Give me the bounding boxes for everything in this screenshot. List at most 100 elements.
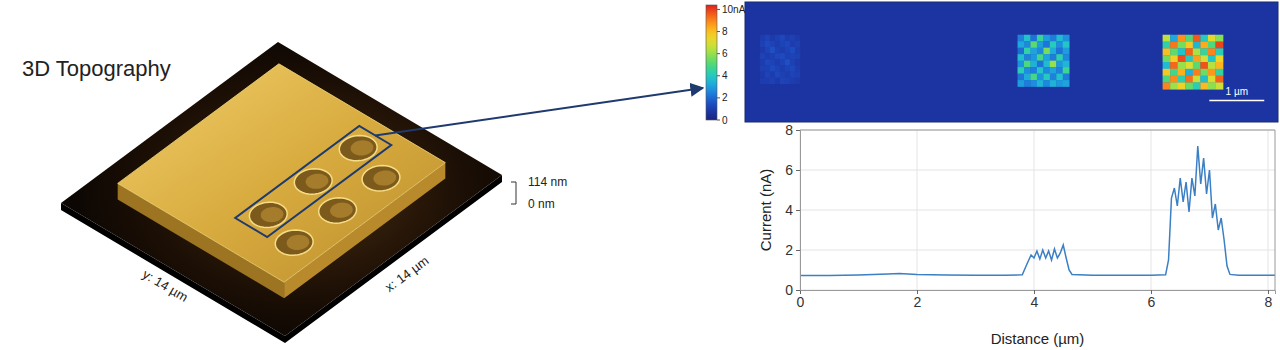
heatmap-cell (775, 72, 780, 78)
heatmap-cell (1050, 80, 1057, 87)
heatmap-cell (1063, 35, 1070, 42)
heatmap-cell (1063, 67, 1070, 74)
heatmap-cell (1063, 80, 1070, 87)
x-axis: 02468 (797, 290, 1276, 310)
heatmap-cell (775, 47, 780, 53)
heatmap-cell (1030, 54, 1037, 61)
heatmap-cell (1200, 48, 1208, 55)
heatmap-cell (1208, 35, 1216, 42)
heatmap-cell (785, 59, 790, 65)
heatmap-cell (760, 59, 765, 65)
heatmap-cell (1043, 67, 1050, 74)
heatmap-cell (760, 78, 765, 84)
tick: 2 (914, 290, 922, 310)
heatmap-cell (1170, 76, 1178, 83)
grid-line (800, 250, 1275, 251)
heatmap-cell (1050, 74, 1057, 81)
heatmap-cell (1193, 76, 1201, 83)
heatmap-cell (785, 78, 790, 84)
heatmap-cell (780, 72, 785, 78)
heatmap-cell (1037, 48, 1044, 55)
heatmap-cell (1163, 42, 1171, 49)
heatmap-cell (1193, 48, 1201, 55)
heatmap-cell (1050, 54, 1057, 61)
heatmap-cell (765, 47, 770, 53)
tick-label: 2 (914, 294, 922, 310)
colorbar-tick (717, 97, 720, 98)
tick-label: 2 (785, 242, 793, 258)
heatmap-cell (795, 72, 800, 78)
heatmap-cell (1030, 35, 1037, 42)
heatmap-cell (1024, 41, 1031, 48)
heatmap-cell (1043, 80, 1050, 87)
colorbar-tick-label: 6 (722, 48, 728, 59)
frame-right (1275, 130, 1276, 290)
heatmap-cell (1018, 74, 1025, 81)
heatmap-cell (1024, 35, 1031, 42)
heatmap-cell (1037, 41, 1044, 48)
heatmap-cell (790, 53, 795, 59)
heatmap-cell (1056, 41, 1063, 48)
heatmap-cell (1163, 55, 1171, 62)
heatmap-cell (1018, 67, 1025, 74)
heatmap-cell (1178, 55, 1186, 62)
heatmap-cell (1215, 42, 1223, 49)
scale-bar-label: 1 µm (1226, 86, 1248, 97)
tick-label: 0 (785, 282, 793, 298)
heatmap-cell (1056, 48, 1063, 55)
heatmap-cell (775, 41, 780, 47)
heatmap-cell (1043, 41, 1050, 48)
tick-mark (796, 250, 800, 251)
pit-floor (373, 170, 396, 185)
tick-mark (796, 130, 800, 131)
colorbar-tick (717, 120, 720, 121)
z-tick-label: 114 nm (528, 175, 567, 189)
heatmap-cell (770, 35, 775, 41)
figure: 3D Topographyy: 14 µmx: 14 µm0 nm114 nm1… (0, 0, 1280, 350)
heatmap-cell (795, 65, 800, 71)
heatmap-cell (1043, 61, 1050, 68)
heatmap-cell (1018, 35, 1025, 42)
title: 3D Topography (22, 56, 171, 81)
highlight-box (235, 126, 391, 237)
heatmap-cell (1178, 62, 1186, 69)
heatmap-cell (1063, 54, 1070, 61)
heatmap-cell (775, 59, 780, 65)
line-series (800, 146, 1275, 276)
heatmap-cell (1163, 62, 1171, 69)
tick: 0 (797, 290, 805, 310)
heatmap-cell (790, 65, 795, 71)
heatmap-cell (1215, 69, 1223, 76)
tick: 8 (785, 122, 800, 138)
tick-mark (796, 290, 800, 291)
axis-line (796, 131, 801, 291)
heatmap-cell (780, 78, 785, 84)
heatmap-cell (1056, 35, 1063, 42)
heatmap-cell (775, 35, 780, 41)
heatmap-cell (780, 41, 785, 47)
tick: 6 (1148, 290, 1156, 310)
heatmap-cell (790, 72, 795, 78)
heatmap-background (745, 2, 1278, 122)
heatmap-cell (1037, 67, 1044, 74)
heatmap-cell (1056, 80, 1063, 87)
z-axis-line (516, 182, 517, 204)
pit (319, 198, 357, 223)
heatmap-cell (790, 59, 795, 65)
grid-line (800, 210, 1275, 211)
heatmap-cell (770, 78, 775, 84)
heatmap-cell (1170, 82, 1178, 89)
heatmap-cell (1030, 67, 1037, 74)
heatmap-cell (1185, 48, 1193, 55)
heatmap-cell (1215, 48, 1223, 55)
heatmap-cell (1170, 62, 1178, 69)
heatmap-cell (1200, 35, 1208, 42)
heatmap-cell (775, 53, 780, 59)
heatmap-cell (790, 35, 795, 41)
heatmap-cell (1163, 48, 1171, 55)
heatmap-cell (1215, 62, 1223, 69)
heatmap-cell (785, 65, 790, 71)
surface-plot (61, 42, 502, 343)
heatmap-cell (1018, 41, 1025, 48)
heatmap-cell (1037, 35, 1044, 42)
